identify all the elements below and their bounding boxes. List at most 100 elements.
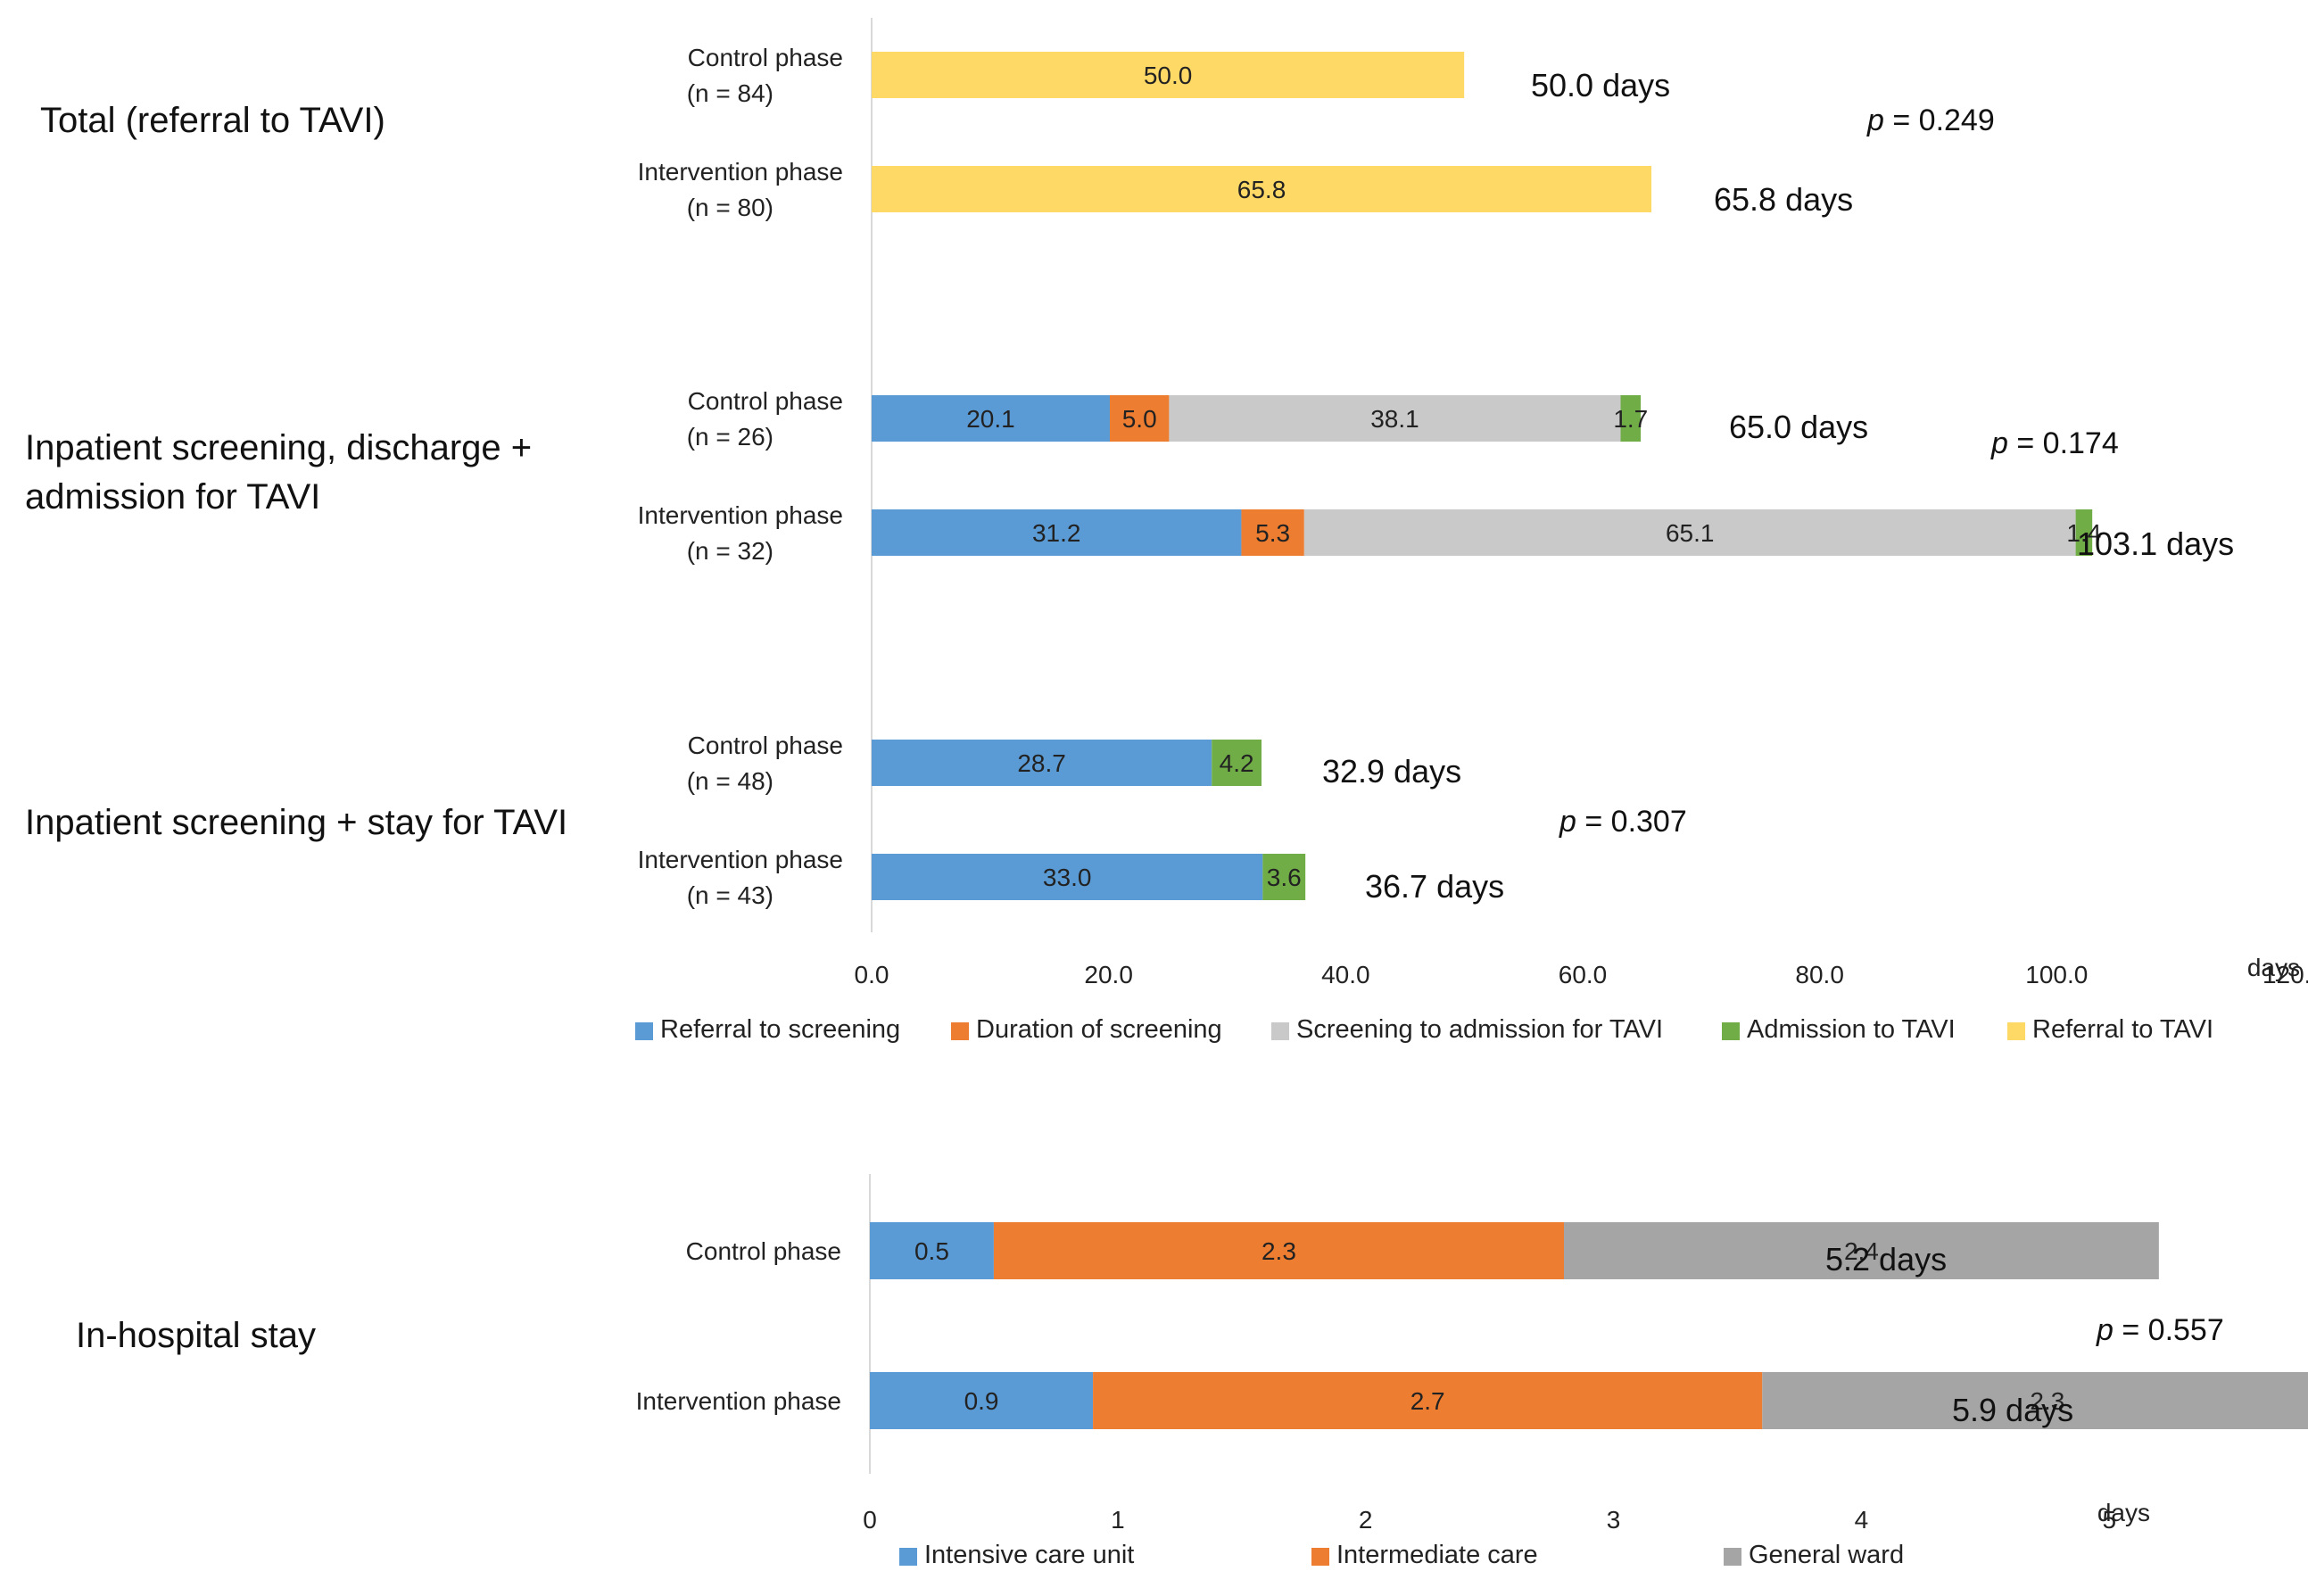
p-value-text: = 0.249 <box>1884 103 1995 137</box>
bar-segment <box>1109 395 1170 442</box>
p-value-text: = 0.174 <box>2008 426 2119 460</box>
bar-segment <box>870 1372 1094 1429</box>
legend-label: Intermediate care <box>1336 1541 1538 1569</box>
bar-segment-label: 33.0 <box>1043 864 1092 891</box>
bar-segment-label: 0.5 <box>914 1237 949 1265</box>
p-value-label: p = 0.174 <box>1990 426 2119 460</box>
bar-total-label: 103.1 days <box>2077 525 2234 562</box>
p-value-symbol: p <box>1559 805 1576 839</box>
bar-total-label: 5.2 days <box>1825 1241 1947 1278</box>
legend-swatch <box>951 1022 969 1040</box>
bar-total-label: 65.0 days <box>1729 409 1868 445</box>
bar-segment-label: 50.0 <box>1144 62 1193 89</box>
legend-swatch <box>635 1022 653 1040</box>
category-label: Control phase <box>686 1237 841 1265</box>
legend-swatch <box>1271 1022 1289 1040</box>
bar-segment-label: 38.1 <box>1370 405 1419 433</box>
category-label: Intervention phase <box>638 158 843 186</box>
category-label: Intervention phase <box>638 501 843 529</box>
x-tick-label: 4 <box>1855 1506 1869 1534</box>
bar-segment <box>993 1222 1564 1279</box>
bar-segment-label: 20.1 <box>966 405 1015 433</box>
bar-total-label: 36.7 days <box>1365 868 1504 905</box>
bar-segment-label: 2.3 <box>1262 1237 1296 1265</box>
bar-segment <box>872 509 1242 556</box>
legend-swatch <box>1722 1022 1740 1040</box>
x-axis-unit-label: days <box>2097 1499 2150 1526</box>
bar-segment <box>872 854 1263 900</box>
section-title: Inpatient screening, discharge + <box>25 428 532 467</box>
section-title: admission for TAVI <box>25 477 320 517</box>
p-value-symbol: p <box>1990 426 2008 460</box>
x-tick-label: 1 <box>1111 1506 1125 1534</box>
legend-swatch <box>899 1548 917 1566</box>
bar-segment <box>872 395 1110 442</box>
legend-label: Admission to TAVI <box>1747 1015 1956 1044</box>
category-n-label: (n = 48) <box>687 767 773 795</box>
x-tick-label: 0.0 <box>855 961 889 988</box>
legend-label: General ward <box>1749 1541 1904 1569</box>
x-tick-label: 40.0 <box>1321 961 1370 988</box>
x-tick-label: 20.0 <box>1084 961 1133 988</box>
p-value-symbol: p <box>1866 103 1884 137</box>
legend-swatch <box>1724 1548 1741 1566</box>
bar-segment <box>1212 740 1262 786</box>
x-tick-label: 120.0 <box>2263 961 2308 988</box>
section-title: In-hospital stay <box>76 1316 316 1355</box>
x-axis-unit-label: days <box>2247 954 2300 981</box>
bar-segment <box>1564 1222 2159 1279</box>
bar-segment-label: 2.3 <box>2030 1387 2064 1415</box>
p-value-label: p = 0.249 <box>1866 103 1995 137</box>
bar-segment <box>2075 509 2093 556</box>
section-title: Inpatient screening + stay for TAVI <box>25 803 567 842</box>
x-tick-label: 3 <box>1607 1506 1621 1534</box>
bar-segment-label: 3.6 <box>1267 864 1302 891</box>
bar-segment <box>872 52 1465 98</box>
p-value-label: p = 0.557 <box>2096 1313 2224 1347</box>
bar-total-label: 50.0 days <box>1531 67 1670 103</box>
category-label: Control phase <box>688 387 843 415</box>
bar-segment <box>1093 1372 1763 1429</box>
bar-segment <box>1303 509 2076 556</box>
category-label: Intervention phase <box>636 1387 841 1415</box>
bar-segment-label: 5.3 <box>1255 519 1290 547</box>
p-value-symbol: p <box>2096 1313 2114 1347</box>
category-n-label: (n = 80) <box>687 194 773 221</box>
bar-segment <box>1262 854 1306 900</box>
bar-segment <box>1241 509 1304 556</box>
p-value-text: = 0.307 <box>1576 805 1687 839</box>
bar-segment-label: 31.2 <box>1032 519 1081 547</box>
legend-swatch <box>1311 1548 1329 1566</box>
bar-segment-label: 2.7 <box>1410 1387 1445 1415</box>
bar-segment <box>872 740 1212 786</box>
bar-segment-label: 65.1 <box>1666 519 1715 547</box>
category-n-label: (n = 26) <box>687 423 773 451</box>
bar-segment <box>870 1222 994 1279</box>
p-value-label: p = 0.307 <box>1559 805 1687 839</box>
bar-segment <box>1620 395 1642 442</box>
bar-segment-label: 2.4 <box>1844 1237 1879 1265</box>
legend-swatch <box>2007 1022 2025 1040</box>
bar-segment-label: 0.9 <box>964 1387 999 1415</box>
legend-label: Referral to screening <box>660 1015 900 1044</box>
bar-segment <box>1169 395 1621 442</box>
x-tick-label: 60.0 <box>1559 961 1608 988</box>
legend-label: Screening to admission for TAVI <box>1296 1015 1663 1044</box>
bar-segment-label: 28.7 <box>1017 749 1066 777</box>
category-n-label: (n = 43) <box>687 881 773 909</box>
bar-segment <box>1762 1372 2308 1429</box>
bar-segment-label: 1.7 <box>1613 405 1648 433</box>
legend-label: Duration of screening <box>976 1015 1222 1044</box>
legend-label: Referral to TAVI <box>2032 1015 2213 1044</box>
bar-segment <box>872 166 1652 212</box>
x-tick-label: 100.0 <box>2025 961 2088 988</box>
category-n-label: (n = 84) <box>687 79 773 107</box>
bar-segment-label: 1.4 <box>2066 519 2101 547</box>
category-label: Intervention phase <box>638 846 843 873</box>
x-tick-label: 0 <box>863 1506 877 1534</box>
legend-label: Intensive care unit <box>924 1541 1134 1569</box>
bar-segment-label: 65.8 <box>1237 176 1286 203</box>
section-title: Total (referral to TAVI) <box>40 101 385 140</box>
category-label: Control phase <box>688 732 843 759</box>
bar-total-label: 32.9 days <box>1322 753 1461 790</box>
